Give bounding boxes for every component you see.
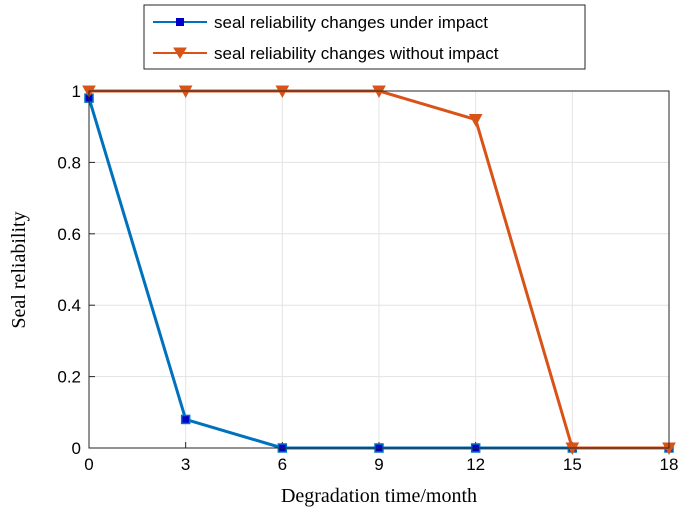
- x-tick-label: 0: [84, 455, 93, 474]
- y-tick-label: 0.4: [57, 296, 81, 315]
- x-tick-label: 15: [563, 455, 582, 474]
- legend-box: [143, 4, 586, 70]
- x-tick-label: 3: [181, 455, 190, 474]
- y-tick-label: 0.8: [57, 153, 81, 172]
- y-tick-label: 0: [72, 439, 81, 458]
- legend-swatch-marker-0: [176, 18, 184, 26]
- y-tick-label: 0.6: [57, 225, 81, 244]
- y-tick-label: 0.2: [57, 368, 81, 387]
- legend-swatch-marker-1: [173, 47, 187, 59]
- x-tick-label: 18: [660, 455, 679, 474]
- x-tick-label: 6: [278, 455, 287, 474]
- x-tick-label: 12: [466, 455, 485, 474]
- y-tick-label: 1: [72, 82, 81, 101]
- x-tick-labels: 0 3 6 9 12 15 18: [84, 455, 678, 474]
- plot-frame: [88, 90, 670, 449]
- legend: seal reliability changes under impact se…: [143, 4, 586, 70]
- x-axis-title: Degradation time/month: [281, 485, 477, 507]
- data-point: [468, 114, 483, 127]
- x-tick-label: 9: [374, 455, 383, 474]
- y-axis-title: Seal reliability: [8, 211, 30, 328]
- legend-label-1: seal reliability changes without impact: [214, 44, 499, 63]
- y-tick-labels: 0 0.2 0.4 0.6 0.8 1: [57, 82, 81, 458]
- data-point: [180, 414, 191, 425]
- legend-label-0: seal reliability changes under impact: [214, 13, 488, 32]
